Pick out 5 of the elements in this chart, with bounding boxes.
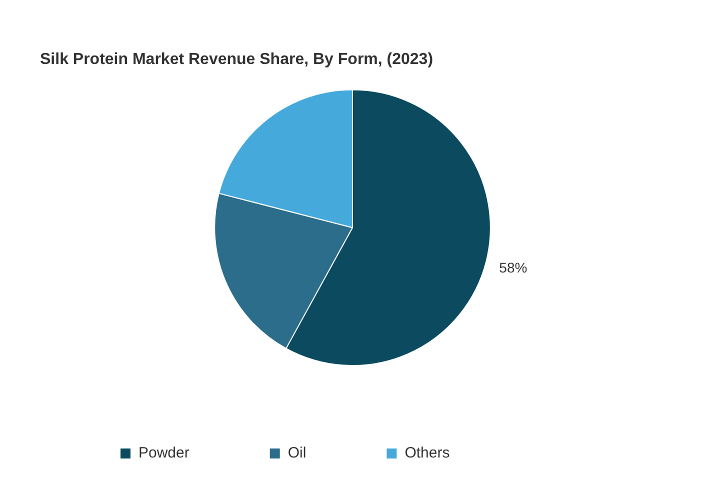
chart-title: Silk Protein Market Revenue Share, By Form, (2023) [40, 51, 434, 68]
legend-label: Others [404, 444, 450, 462]
data-label: 58% [499, 260, 528, 276]
legend-label: Oil [288, 444, 306, 462]
legend-label: Powder [138, 444, 190, 462]
